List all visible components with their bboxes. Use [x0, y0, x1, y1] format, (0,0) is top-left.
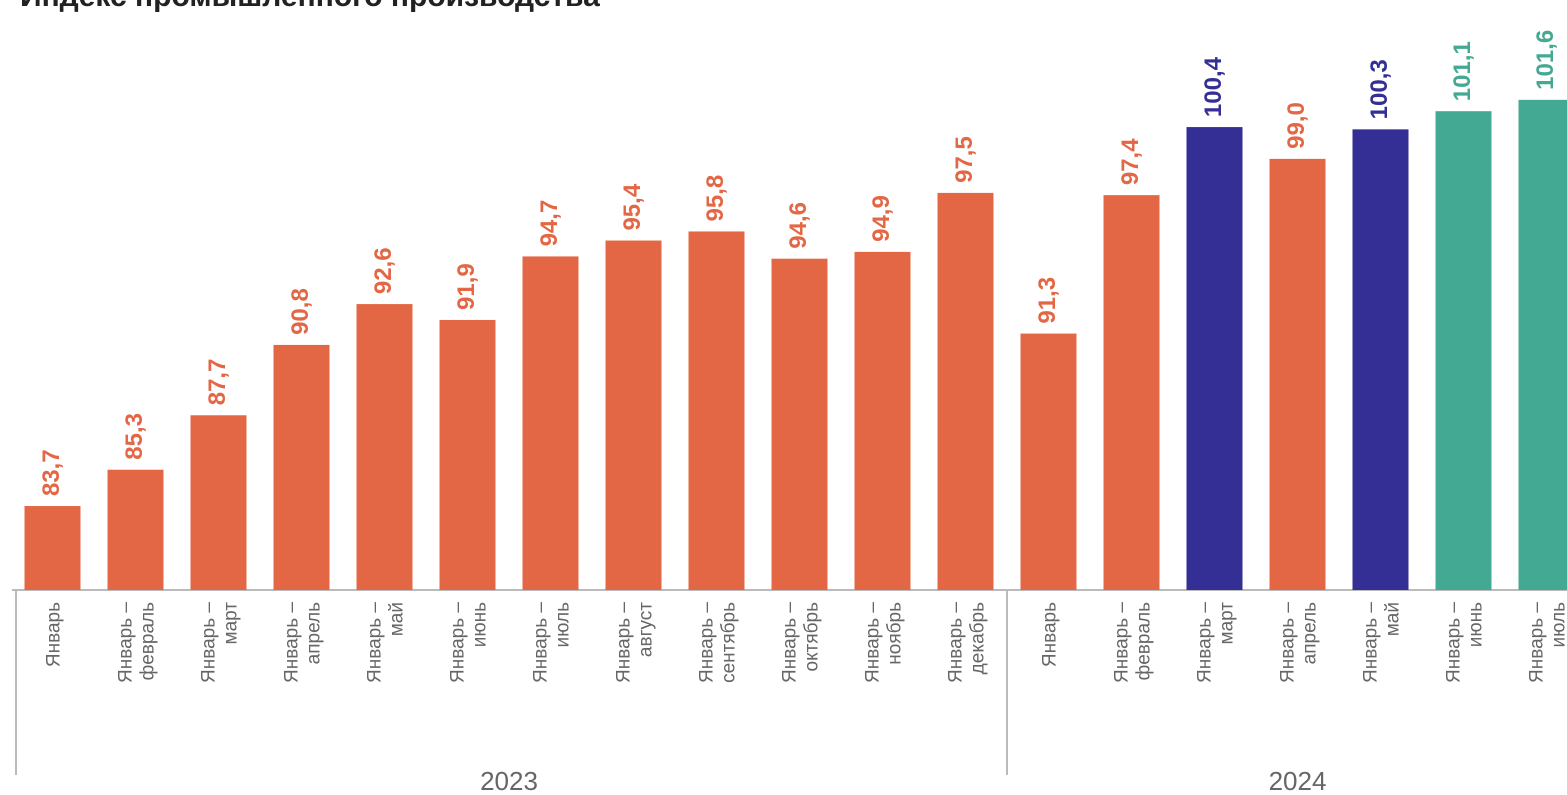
bar	[190, 415, 247, 590]
bar	[605, 240, 662, 591]
bar	[273, 344, 330, 590]
value-label: 91,9	[453, 263, 480, 310]
bar	[1269, 158, 1326, 590]
x-tick-label: Январь –февраль	[1112, 602, 1155, 683]
group-label: 2024	[1269, 766, 1327, 795]
x-tick-label: Январь –март	[1195, 602, 1238, 683]
value-label: 87,7	[204, 359, 231, 406]
bar	[522, 256, 579, 590]
x-tick-label: Январь –март	[199, 602, 242, 683]
value-label: 100,4	[1200, 56, 1227, 117]
x-tick-label: Январь	[1040, 602, 1061, 667]
value-label: 90,8	[287, 288, 314, 335]
x-tick-label: Январь –июль	[1527, 602, 1567, 683]
value-label: 100,3	[1366, 59, 1393, 119]
value-label: 83,7	[38, 449, 65, 496]
bar	[1186, 127, 1243, 591]
bar	[1103, 195, 1160, 590]
x-tick-label: Январь –февраль	[116, 602, 159, 683]
x-tick-label: Январь –апрель	[282, 602, 325, 683]
chart-title: Индекс промышленного производства	[20, 0, 600, 13]
value-label: 94,7	[536, 200, 563, 247]
x-tick-label: Январь –ноябрь	[863, 602, 906, 683]
group-label: 2023	[480, 766, 538, 795]
value-label: 95,4	[619, 183, 646, 230]
bar	[356, 304, 413, 590]
x-tick-label: Январь –июль	[531, 602, 574, 683]
bar	[1518, 99, 1567, 590]
bar	[937, 192, 994, 590]
x-tick-label: Январь –май	[1361, 602, 1404, 683]
x-tick-label: Январь –июнь	[448, 602, 491, 683]
value-label: 101,6	[1532, 30, 1559, 90]
bar	[1352, 129, 1409, 590]
value-label: 95,8	[702, 175, 729, 222]
value-label: 94,6	[785, 202, 812, 249]
value-label: 94,9	[868, 195, 895, 242]
x-tick-label: Январь –апрель	[1278, 602, 1321, 683]
bar	[854, 251, 911, 590]
x-tick-label: Январь –октябрь	[780, 602, 823, 683]
bar	[439, 319, 496, 590]
x-tick-label: Январь –август	[614, 602, 657, 683]
bar	[771, 258, 828, 590]
value-label: 97,5	[951, 136, 978, 183]
x-tick-label: Январь –сентябрь	[697, 602, 740, 683]
bar	[107, 469, 164, 590]
value-label: 97,4	[1117, 138, 1144, 185]
value-label: 85,3	[121, 413, 148, 460]
value-label: 99,0	[1283, 102, 1310, 149]
bar	[688, 231, 745, 590]
value-label: 91,3	[1034, 277, 1061, 324]
bar	[24, 506, 81, 590]
x-tick-label: Январь	[44, 602, 65, 667]
x-tick-label: Январь –июнь	[1444, 602, 1487, 683]
x-tick-label: Январь –декабрь	[946, 602, 989, 683]
bar	[1435, 111, 1492, 590]
bar	[1020, 333, 1077, 590]
x-tick-label: Январь –май	[365, 602, 408, 683]
value-label: 101,1	[1449, 41, 1476, 101]
value-label: 92,6	[370, 247, 397, 294]
